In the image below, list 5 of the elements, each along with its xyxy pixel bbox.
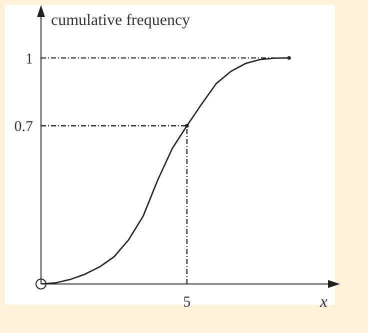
x-tick-label: 5	[183, 294, 191, 311]
x-axis-title: x	[320, 292, 328, 312]
y-tick-label: 1	[26, 51, 33, 68]
y-axis-title: cumulative frequency	[51, 12, 190, 30]
y-tick-label: 0.7	[14, 119, 34, 136]
